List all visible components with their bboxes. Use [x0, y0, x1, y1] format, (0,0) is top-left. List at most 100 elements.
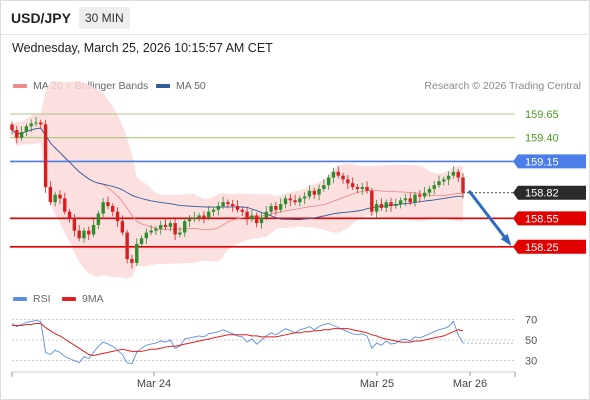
- candle: [461, 173, 465, 199]
- candle-body: [274, 206, 278, 210]
- candle-body: [254, 215, 259, 224]
- candle-body: [355, 187, 360, 189]
- candle: [139, 235, 144, 249]
- candle-body: [456, 171, 460, 178]
- candle-body: [442, 179, 446, 182]
- level-label-159.40: 159.40: [525, 133, 559, 145]
- candle-body: [240, 209, 244, 212]
- candle-body: [211, 209, 216, 212]
- candle: [120, 215, 125, 236]
- candle-body: [48, 187, 53, 203]
- candle-body: [293, 200, 297, 203]
- candle: [365, 181, 369, 194]
- candle: [326, 174, 331, 190]
- candle-body: [130, 259, 134, 263]
- ma50-swatch: [156, 84, 170, 88]
- candle-body: [82, 230, 86, 239]
- candle-body: [187, 219, 192, 222]
- candle-body: [235, 206, 240, 210]
- candle-body: [221, 202, 225, 206]
- candle: [322, 179, 326, 192]
- candle: [216, 201, 221, 216]
- candle: [63, 192, 67, 215]
- candle-body: [125, 232, 129, 260]
- candle-body: [24, 126, 29, 132]
- candle: [389, 197, 393, 212]
- level-tag-158.55: [513, 211, 586, 226]
- candle: [274, 201, 278, 216]
- candle-body: [77, 230, 81, 239]
- candle: [394, 198, 398, 209]
- candle: [43, 120, 48, 193]
- candle: [53, 191, 57, 207]
- level-tag-158.25: [513, 239, 586, 254]
- candle: [269, 203, 273, 216]
- candle-body: [422, 192, 427, 197]
- candle-body: [322, 185, 326, 189]
- candle-body: [135, 243, 139, 263]
- candle-body: [384, 202, 388, 208]
- rsi-label: RSI: [33, 293, 51, 305]
- candle: [336, 166, 340, 179]
- rsi-tick-label: 70: [525, 314, 537, 326]
- rsi-tick-label: 50: [525, 335, 537, 347]
- candle: [427, 186, 432, 197]
- candle-body: [427, 188, 432, 193]
- candle-body: [317, 188, 321, 195]
- rsi-tick-label: 30: [525, 356, 537, 368]
- candle: [302, 192, 307, 205]
- candle: [283, 195, 288, 209]
- candle: [250, 209, 254, 223]
- candle-body: [231, 204, 235, 206]
- candle: [254, 212, 259, 228]
- candle-body: [111, 206, 115, 212]
- candle-body: [336, 171, 340, 176]
- candle: [446, 171, 451, 186]
- candle: [67, 208, 72, 223]
- candle: [10, 121, 14, 135]
- candle-body: [63, 198, 67, 212]
- candle: [312, 187, 316, 199]
- candle: [187, 215, 192, 227]
- candle: [135, 238, 139, 266]
- legend-rsi: RSI: [13, 293, 51, 305]
- candle: [235, 200, 240, 213]
- candle-body: [389, 202, 393, 206]
- candle: [87, 226, 91, 241]
- candle-body: [379, 204, 384, 208]
- candle: [240, 206, 244, 216]
- candle: [29, 119, 33, 132]
- candle-body: [163, 224, 168, 227]
- candle: [245, 207, 249, 225]
- candle-body: [245, 211, 249, 220]
- candle-body: [413, 194, 417, 203]
- candle: [173, 218, 177, 241]
- candle-body: [173, 223, 177, 235]
- candle-body: [101, 202, 105, 214]
- candle-body: [374, 204, 379, 212]
- candle-body: [326, 177, 331, 186]
- timeframe-badge[interactable]: 30 MIN: [79, 7, 130, 29]
- candle-body: [183, 221, 187, 233]
- header-divider: [0, 34, 590, 35]
- legend-9ma: 9MA: [62, 293, 104, 305]
- candle-body: [226, 202, 230, 205]
- candle-body: [19, 132, 24, 138]
- candle-body: [250, 215, 254, 220]
- candle: [422, 187, 427, 200]
- candle: [413, 191, 417, 207]
- level-tag-158.82: [513, 185, 586, 200]
- candle: [403, 194, 408, 206]
- candle-body: [461, 177, 465, 193]
- candle-body: [53, 194, 57, 203]
- candle: [398, 197, 403, 209]
- candle: [437, 175, 441, 188]
- candle: [207, 206, 211, 221]
- candle: [58, 190, 62, 205]
- candle: [288, 194, 292, 206]
- candle-body: [269, 206, 273, 212]
- candle-body: [307, 190, 312, 197]
- candle: [264, 206, 268, 221]
- candle: [24, 123, 29, 137]
